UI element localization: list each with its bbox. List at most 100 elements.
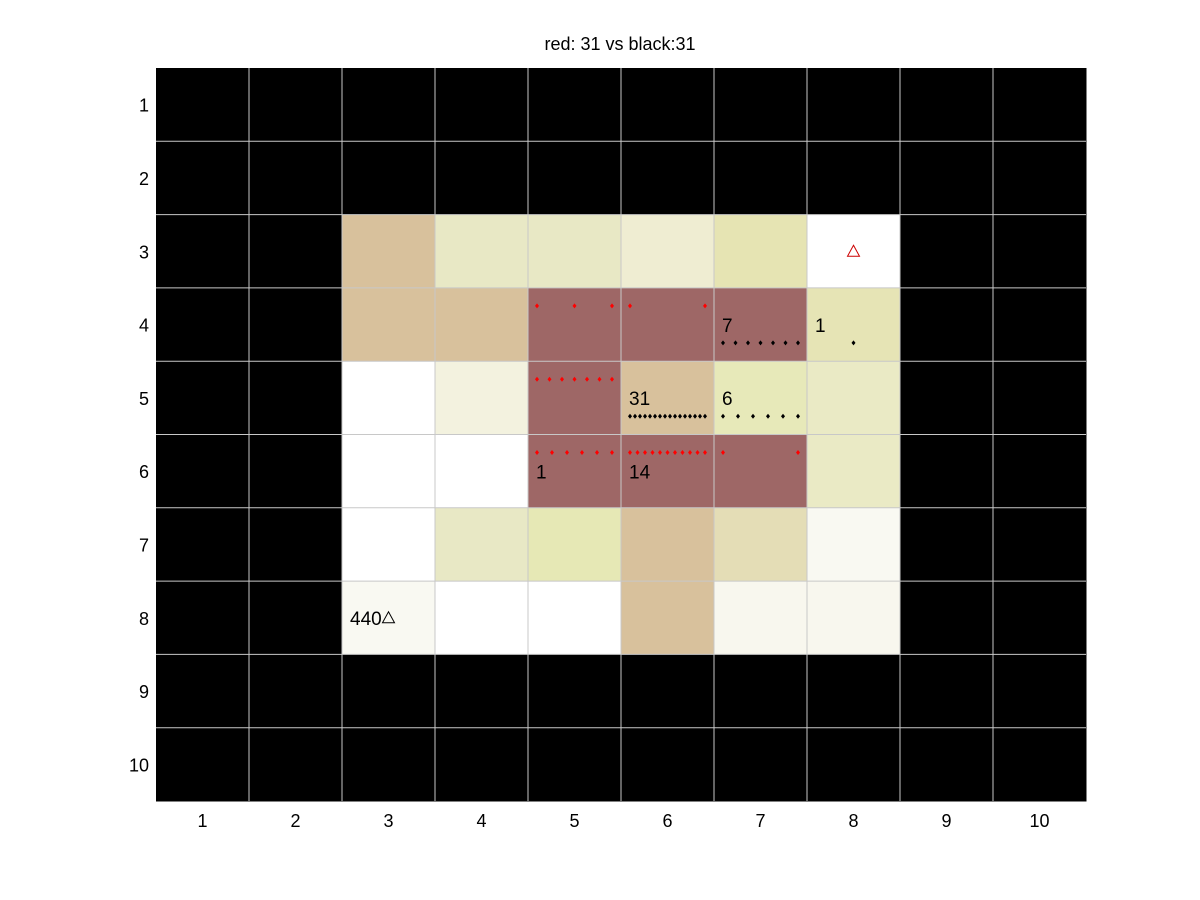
chart-title: red: 31 vs black:31 <box>544 34 696 54</box>
heatmap-cell <box>156 654 250 729</box>
red-dot <box>560 376 564 382</box>
heatmap-cell <box>714 214 808 289</box>
heatmap-cell <box>435 581 529 655</box>
heatmap-cell <box>249 287 343 362</box>
black-dot <box>736 413 740 419</box>
heatmap-cell <box>342 141 436 216</box>
heatmap-cell <box>435 434 529 509</box>
black-dot <box>638 413 642 419</box>
heatmap-cell <box>900 727 994 802</box>
heatmap-cell <box>528 141 622 216</box>
heatmap-cell <box>807 68 901 142</box>
heatmap-cell <box>435 141 529 216</box>
red-dot <box>703 450 707 455</box>
x-tick-label: 7 <box>755 811 765 831</box>
y-tick-label: 2 <box>139 169 149 189</box>
x-tick-label: 3 <box>383 811 393 831</box>
heatmap-cell <box>714 507 808 582</box>
heatmap-cell <box>156 68 250 142</box>
black-dot <box>688 413 692 419</box>
x-tick-label: 1 <box>197 811 207 831</box>
red-dot <box>595 450 599 455</box>
heatmap-cell <box>993 214 1087 289</box>
red-dot <box>597 376 602 382</box>
y-tick-label: 1 <box>139 96 149 116</box>
y-tick-label: 5 <box>139 389 149 409</box>
heatmap-cell <box>621 214 715 289</box>
heatmap-cell <box>900 581 994 655</box>
heatmap-cell <box>714 434 808 509</box>
heatmap-cell <box>993 361 1087 435</box>
heatmap-cell <box>714 361 808 435</box>
heatmap-cell <box>900 361 994 435</box>
heatmap-cell <box>249 361 343 435</box>
heatmap-cell <box>621 287 715 362</box>
heatmap-cell <box>807 654 901 729</box>
triangle-marker <box>846 244 861 257</box>
cell-label: 1 <box>536 463 547 484</box>
y-tick-label: 7 <box>139 535 149 555</box>
heatmap-cell <box>807 581 901 655</box>
red-dot <box>572 376 577 382</box>
black-dot <box>721 413 725 419</box>
black-dot <box>721 340 725 346</box>
red-dot <box>610 450 614 455</box>
heatmap-cell <box>993 434 1087 509</box>
heatmap-cell <box>249 727 343 802</box>
heatmap-cell <box>435 727 529 802</box>
black-dot <box>648 413 652 419</box>
heatmap-cell <box>156 361 250 435</box>
red-dot <box>580 450 584 455</box>
cell-label: 440 <box>350 609 382 630</box>
red-dot <box>658 450 662 455</box>
heatmap-cell <box>993 581 1087 655</box>
heatmap-cell <box>807 361 901 435</box>
heatmap-cell <box>342 654 436 729</box>
heatmap-cell <box>342 361 436 435</box>
heatmap-cell <box>621 434 715 509</box>
black-dot <box>771 340 775 346</box>
x-tick-label: 6 <box>662 811 672 831</box>
red-dot <box>535 376 539 382</box>
x-tick-label: 9 <box>941 811 951 831</box>
black-dot <box>653 413 657 419</box>
red-dot <box>535 303 539 309</box>
heatmap-cell <box>714 141 808 216</box>
cell-label: 31 <box>629 389 650 410</box>
heatmap-cell <box>900 287 994 362</box>
heatmap-cell <box>621 68 715 142</box>
cell-label: 1 <box>815 316 826 337</box>
heatmap-cell <box>342 581 436 655</box>
red-dot <box>610 303 614 309</box>
y-tick-label: 3 <box>139 242 149 262</box>
red-dot <box>721 450 725 455</box>
heatmap-cell <box>156 434 250 509</box>
heatmap-cell <box>621 654 715 729</box>
heatmap-cell <box>900 214 994 289</box>
heatmap-cell <box>900 68 994 142</box>
cell-label: 6 <box>722 389 733 410</box>
heatmap-cell <box>714 581 808 655</box>
black-dot <box>633 413 637 419</box>
x-tick-label: 8 <box>848 811 858 831</box>
red-dot <box>703 303 707 309</box>
heatmap-cell <box>342 507 436 582</box>
heatmap-cell <box>156 214 250 289</box>
heatmap-cell <box>714 727 808 802</box>
heatmap-cell <box>621 141 715 216</box>
y-tick-label: 6 <box>139 462 149 482</box>
red-dot <box>585 376 589 382</box>
black-dot <box>733 340 738 346</box>
black-dot <box>703 413 707 419</box>
heatmap-cell <box>528 727 622 802</box>
heatmap-cell <box>807 727 901 802</box>
red-dot <box>688 450 692 455</box>
heatmap-cell <box>714 287 808 362</box>
red-dot <box>572 303 577 309</box>
triangle-marker <box>381 610 396 624</box>
heatmap-cell <box>900 507 994 582</box>
red-dot <box>610 376 614 382</box>
heatmap-cell <box>528 287 622 362</box>
black-dot <box>746 340 750 346</box>
black-dot <box>683 413 687 419</box>
